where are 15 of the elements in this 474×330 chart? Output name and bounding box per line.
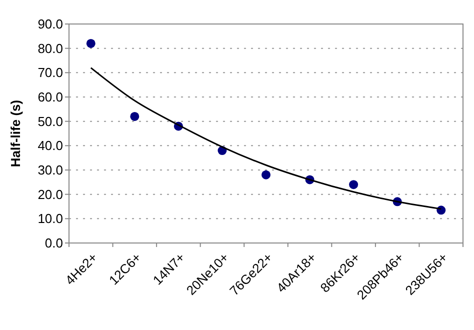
point	[349, 180, 358, 190]
y-tick-label: 60.0	[38, 90, 63, 105]
y-tick-label: 50.0	[38, 114, 63, 129]
point	[262, 170, 270, 180]
y-tick-label: 10.0	[38, 211, 63, 226]
point	[130, 112, 140, 121]
y-tick-label: 30.0	[38, 162, 63, 178]
y-tick-label: 20.0	[38, 186, 63, 202]
y-tick-label: 70.0	[38, 65, 63, 80]
y-tick-label: 0.0	[44, 236, 63, 251]
y-tick-label: 90.0	[38, 16, 63, 32]
y-tick-label: 40.0	[38, 138, 63, 154]
y-tick-label: 80.0	[38, 40, 63, 56]
y-axis-title: Half-life (s)	[8, 100, 23, 168]
point	[86, 38, 96, 48]
